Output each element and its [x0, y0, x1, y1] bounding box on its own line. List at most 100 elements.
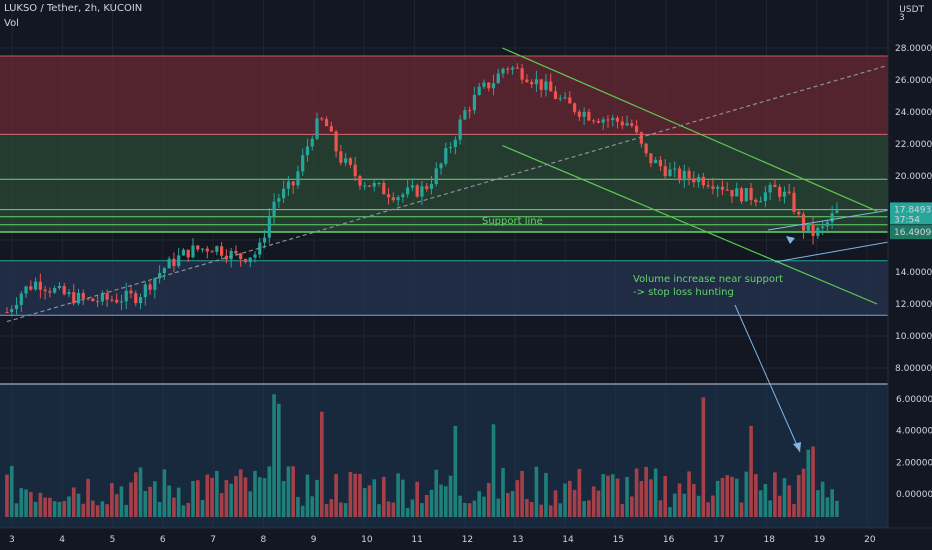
candle-body: [262, 237, 267, 243]
volume-axis-tick: 2.00000: [896, 458, 932, 468]
candle-body: [639, 132, 643, 144]
volume-note-line-1: Volume increase near support: [633, 274, 783, 285]
candle-body: [568, 97, 572, 104]
candle-body: [582, 111, 586, 117]
candle-body: [487, 82, 491, 89]
candle-body: [253, 254, 257, 258]
volume-bar: [448, 475, 453, 517]
candle-body: [110, 299, 114, 301]
volume-bar: [582, 501, 586, 517]
candle-body: [491, 83, 496, 89]
volume-bar: [105, 504, 109, 517]
volume-bar: [339, 502, 343, 517]
volume-bar: [267, 466, 272, 517]
volume-bar: [33, 501, 38, 517]
volume-bar: [129, 482, 133, 517]
candle-body: [229, 250, 233, 260]
candle-body: [320, 118, 324, 120]
zone-blue-zone: [0, 260, 888, 316]
volume-bar: [630, 496, 634, 517]
volume-bar: [596, 490, 601, 517]
volume-bar: [162, 469, 167, 517]
volume-bar: [458, 495, 462, 517]
last-price-value: 17.84938: [894, 205, 932, 215]
volume-bar: [124, 504, 129, 517]
volume-bar: [563, 483, 567, 517]
volume-bar: [234, 476, 238, 517]
candle-body: [186, 249, 190, 258]
volume-bar: [186, 502, 191, 517]
candle-body: [239, 253, 243, 260]
volume-bar: [820, 481, 825, 517]
volume-bar: [510, 490, 515, 517]
time-axis-background: [0, 528, 932, 550]
candle-body: [649, 153, 653, 164]
volume-bar: [377, 504, 381, 517]
candle-body: [191, 245, 195, 258]
candle-body: [620, 121, 624, 126]
volume-bar: [181, 505, 186, 517]
volume-bar: [248, 491, 253, 517]
volume-bar: [711, 495, 715, 517]
volume-bar: [324, 504, 329, 517]
volume-bar: [191, 481, 195, 517]
candle-body: [448, 147, 453, 149]
candle-body: [821, 226, 825, 228]
volume-bar: [62, 501, 67, 517]
support-line-label: Support line: [482, 216, 543, 227]
candle-body: [153, 278, 157, 290]
volume-bar: [520, 470, 524, 517]
volume-bar: [14, 503, 19, 517]
candle-body: [310, 138, 314, 147]
candle-body: [706, 185, 710, 187]
volume-bar: [9, 465, 14, 517]
candle-body: [406, 187, 410, 195]
volume-bar: [229, 483, 233, 517]
volume-axis-tick: 6.00000: [896, 395, 932, 405]
volume-bar: [720, 477, 725, 517]
time-axis-tick: 4: [59, 535, 65, 545]
volume-bar: [758, 490, 763, 517]
candle-body: [57, 285, 62, 289]
volume-bar: [429, 489, 434, 517]
candle-body: [792, 192, 796, 212]
candle-body: [172, 258, 176, 267]
candle-body: [759, 201, 763, 203]
volume-bar: [219, 493, 224, 517]
time-axis-tick: 12: [462, 535, 473, 545]
volume-bar: [143, 490, 148, 517]
price-axis-tick: 8.00000: [895, 364, 932, 374]
volume-bar: [506, 493, 510, 517]
candle-body: [62, 285, 66, 295]
price-axis-tick: 10.00000: [895, 332, 932, 342]
candle-body: [472, 94, 477, 111]
volume-bar: [138, 467, 143, 517]
support-price-badge: [890, 225, 932, 240]
candle-body: [234, 250, 238, 254]
price-axis-tick: 26.00000: [895, 76, 932, 86]
annotation-arrowhead-support: [786, 236, 795, 244]
volume-bar: [76, 493, 81, 517]
candle-body: [654, 159, 658, 164]
candle-body: [67, 292, 71, 295]
candle-body: [477, 86, 481, 95]
candle-body: [677, 168, 682, 181]
candle-body: [778, 187, 782, 197]
volume-bar: [625, 476, 629, 517]
volume-bar: [529, 502, 534, 517]
volume-bar: [410, 499, 415, 517]
zone-green-zone: [0, 134, 888, 232]
candle-body: [439, 163, 443, 169]
candle-body: [630, 123, 634, 126]
candle-body: [415, 185, 419, 197]
candle-body: [735, 188, 739, 197]
candle-body: [134, 293, 138, 304]
volume-bar: [281, 481, 286, 517]
volume-bar: [792, 504, 796, 517]
volume-bar: [67, 496, 71, 517]
candle-body: [768, 184, 772, 193]
volume-bar: [434, 469, 439, 517]
volume-bar: [830, 489, 834, 517]
